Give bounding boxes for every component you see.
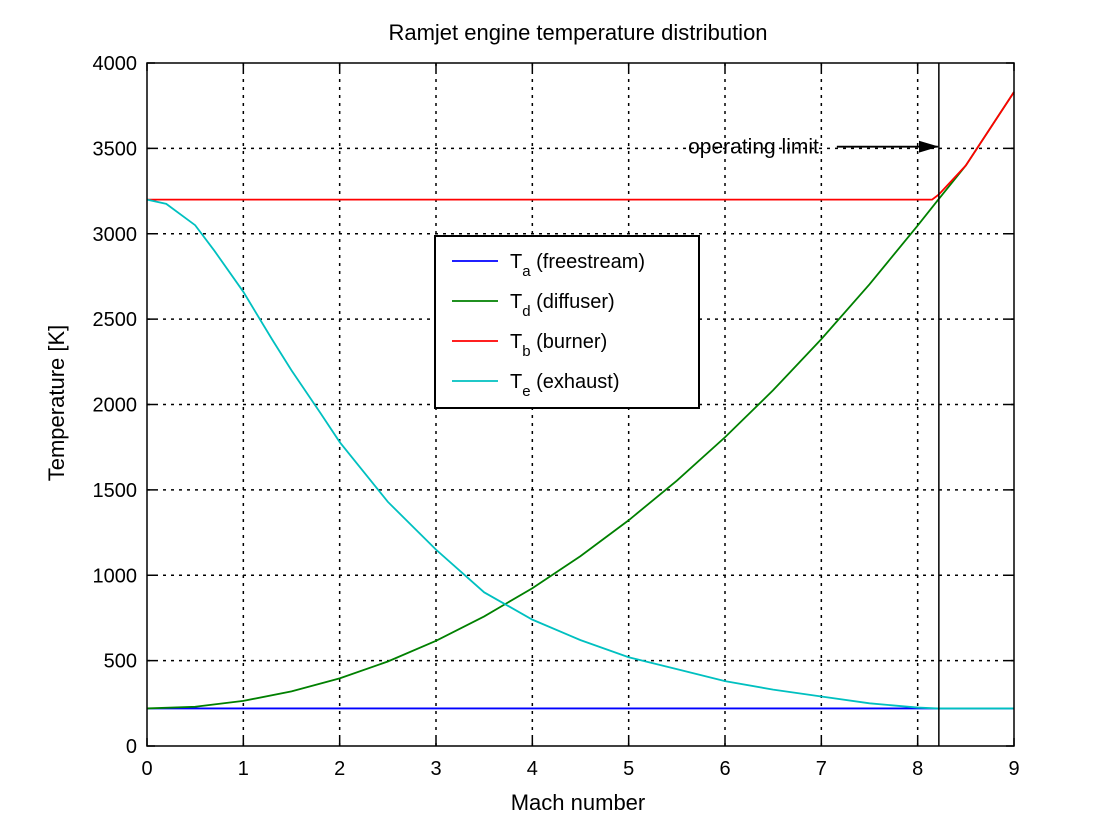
y-tick-label: 0 xyxy=(126,736,137,758)
x-tick-label: 9 xyxy=(1008,758,1019,780)
x-tick-label: 8 xyxy=(912,758,923,780)
legend-label-b: Tb (burner) xyxy=(510,331,607,360)
x-tick-label: 7 xyxy=(816,758,827,780)
x-tick-label: 5 xyxy=(623,758,634,780)
x-tick-label: 3 xyxy=(430,758,441,780)
chart-title: Ramjet engine temperature distribution xyxy=(388,20,767,45)
axis-ticks: 0 1 2 3 4 5 6 7 8 9 0 500 1000 1500 2000 2500 3000 3500 40… xyxy=(93,53,1020,780)
series-line-e xyxy=(146,198,1014,710)
series-line-d xyxy=(146,91,1015,710)
x-tick-label: 4 xyxy=(527,758,538,780)
y-tick-label: 4000 xyxy=(93,53,138,75)
x-tick-label: 1 xyxy=(238,758,249,780)
y-tick-label: 500 xyxy=(104,651,137,673)
y-tick-label: 1000 xyxy=(93,565,138,587)
legend-label-d: Td (diffuser) xyxy=(510,291,615,320)
y-tick-label: 3000 xyxy=(93,224,138,246)
y-tick-label: 3500 xyxy=(93,138,138,160)
legend: Ta (freestream) Td (diffuser) Tb (burner) T… xyxy=(434,235,700,409)
x-tick-label: 6 xyxy=(719,758,730,780)
x-tick-label: 0 xyxy=(141,758,152,780)
legend-label-a: Ta (freestream) xyxy=(510,251,645,280)
annotation-layer: operating limit xyxy=(688,63,940,746)
y-axis-label: Temperature [K] xyxy=(44,325,69,482)
y-tick-label: 1500 xyxy=(93,480,138,502)
operating-limit-label: operating limit xyxy=(688,136,819,159)
y-tick-label: 2500 xyxy=(93,309,138,331)
legend-box xyxy=(434,235,700,409)
legend-label-e: Te (exhaust) xyxy=(510,371,620,400)
x-tick-label: 2 xyxy=(334,758,345,780)
y-tick-label: 2000 xyxy=(93,395,138,417)
x-axis-label: Mach number xyxy=(511,790,646,815)
